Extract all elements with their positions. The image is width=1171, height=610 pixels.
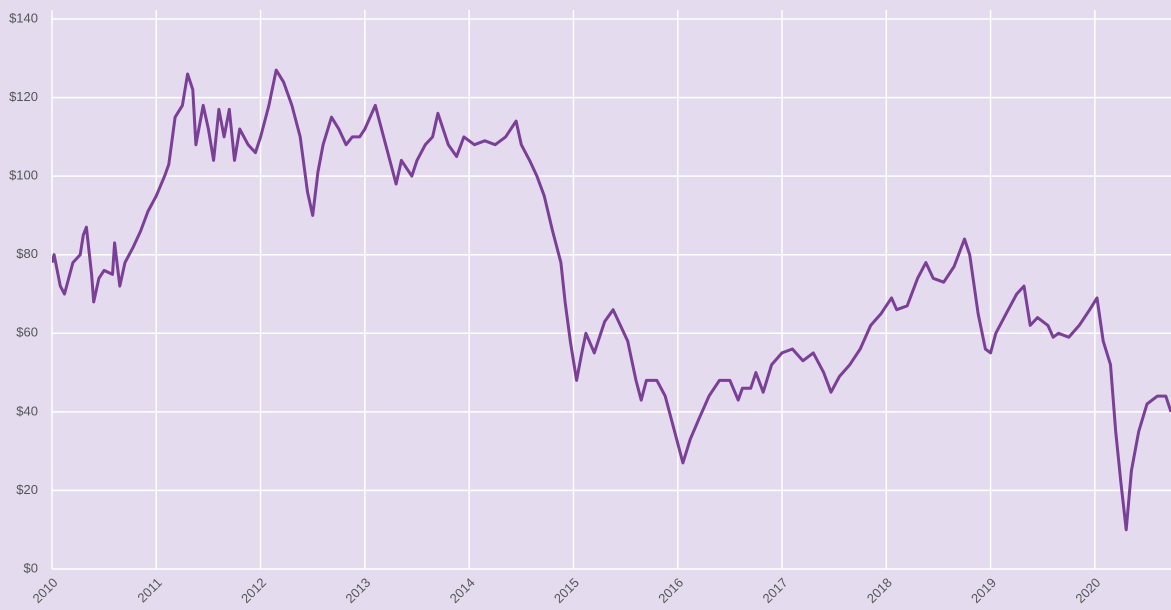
x-tick-label: 2020 <box>1072 575 1103 606</box>
y-tick-label: $20 <box>16 482 38 497</box>
x-tick-label: 2013 <box>342 575 373 606</box>
y-tick-label: $140 <box>9 10 38 25</box>
x-tick-label: 2017 <box>760 575 791 606</box>
price-line <box>52 68 1171 532</box>
x-tick-label: 2012 <box>238 575 269 606</box>
y-tick-label: $0 <box>24 560 38 575</box>
x-tick-label: 2010 <box>29 575 60 606</box>
y-tick-label: $100 <box>9 168 38 183</box>
y-tick-label: $120 <box>9 89 38 104</box>
x-tick-label: 2016 <box>655 575 686 606</box>
x-tick-label: 2015 <box>551 575 582 606</box>
x-tick-label: 2011 <box>134 575 164 605</box>
x-tick-label: 2019 <box>968 575 999 606</box>
y-tick-label: $40 <box>16 403 38 418</box>
y-tick-label: $80 <box>16 246 38 261</box>
x-tick-label: 2018 <box>864 575 895 606</box>
y-tick-label: $60 <box>16 325 38 340</box>
x-tick-label: 2014 <box>447 575 478 606</box>
